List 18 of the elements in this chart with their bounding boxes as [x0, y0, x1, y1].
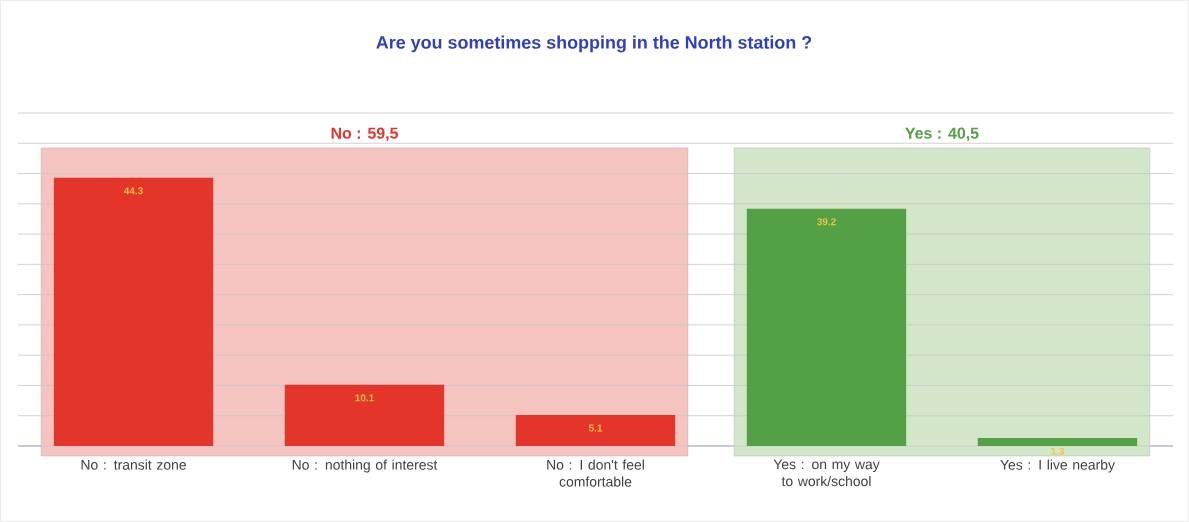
band-label: No : 59,5 [331, 127, 398, 142]
data-label: 1.3 [1051, 447, 1065, 455]
x-tick-label: Yes : I live nearby [1000, 459, 1115, 473]
bar [515, 415, 676, 446]
bar [53, 177, 214, 446]
chart-title: Are you sometimes shopping in the North station ? [376, 35, 812, 53]
x-tick-label: Yes : on my way to work/school [773, 459, 880, 487]
data-label: 10.1 [355, 394, 374, 402]
band-label: Yes : 40,5 [905, 127, 979, 142]
bar [284, 384, 445, 446]
x-tick-label: No : transit zone [81, 459, 186, 470]
x-tick-label: No : I don't feel comfortable [547, 459, 644, 487]
data-label: 5.1 [588, 424, 603, 432]
x-tick-label: No : nothing of interest [292, 459, 438, 473]
data-label: 44.3 [123, 187, 143, 195]
data-label: 39.2 [817, 218, 836, 226]
bar [977, 438, 1138, 446]
bar [746, 208, 907, 446]
